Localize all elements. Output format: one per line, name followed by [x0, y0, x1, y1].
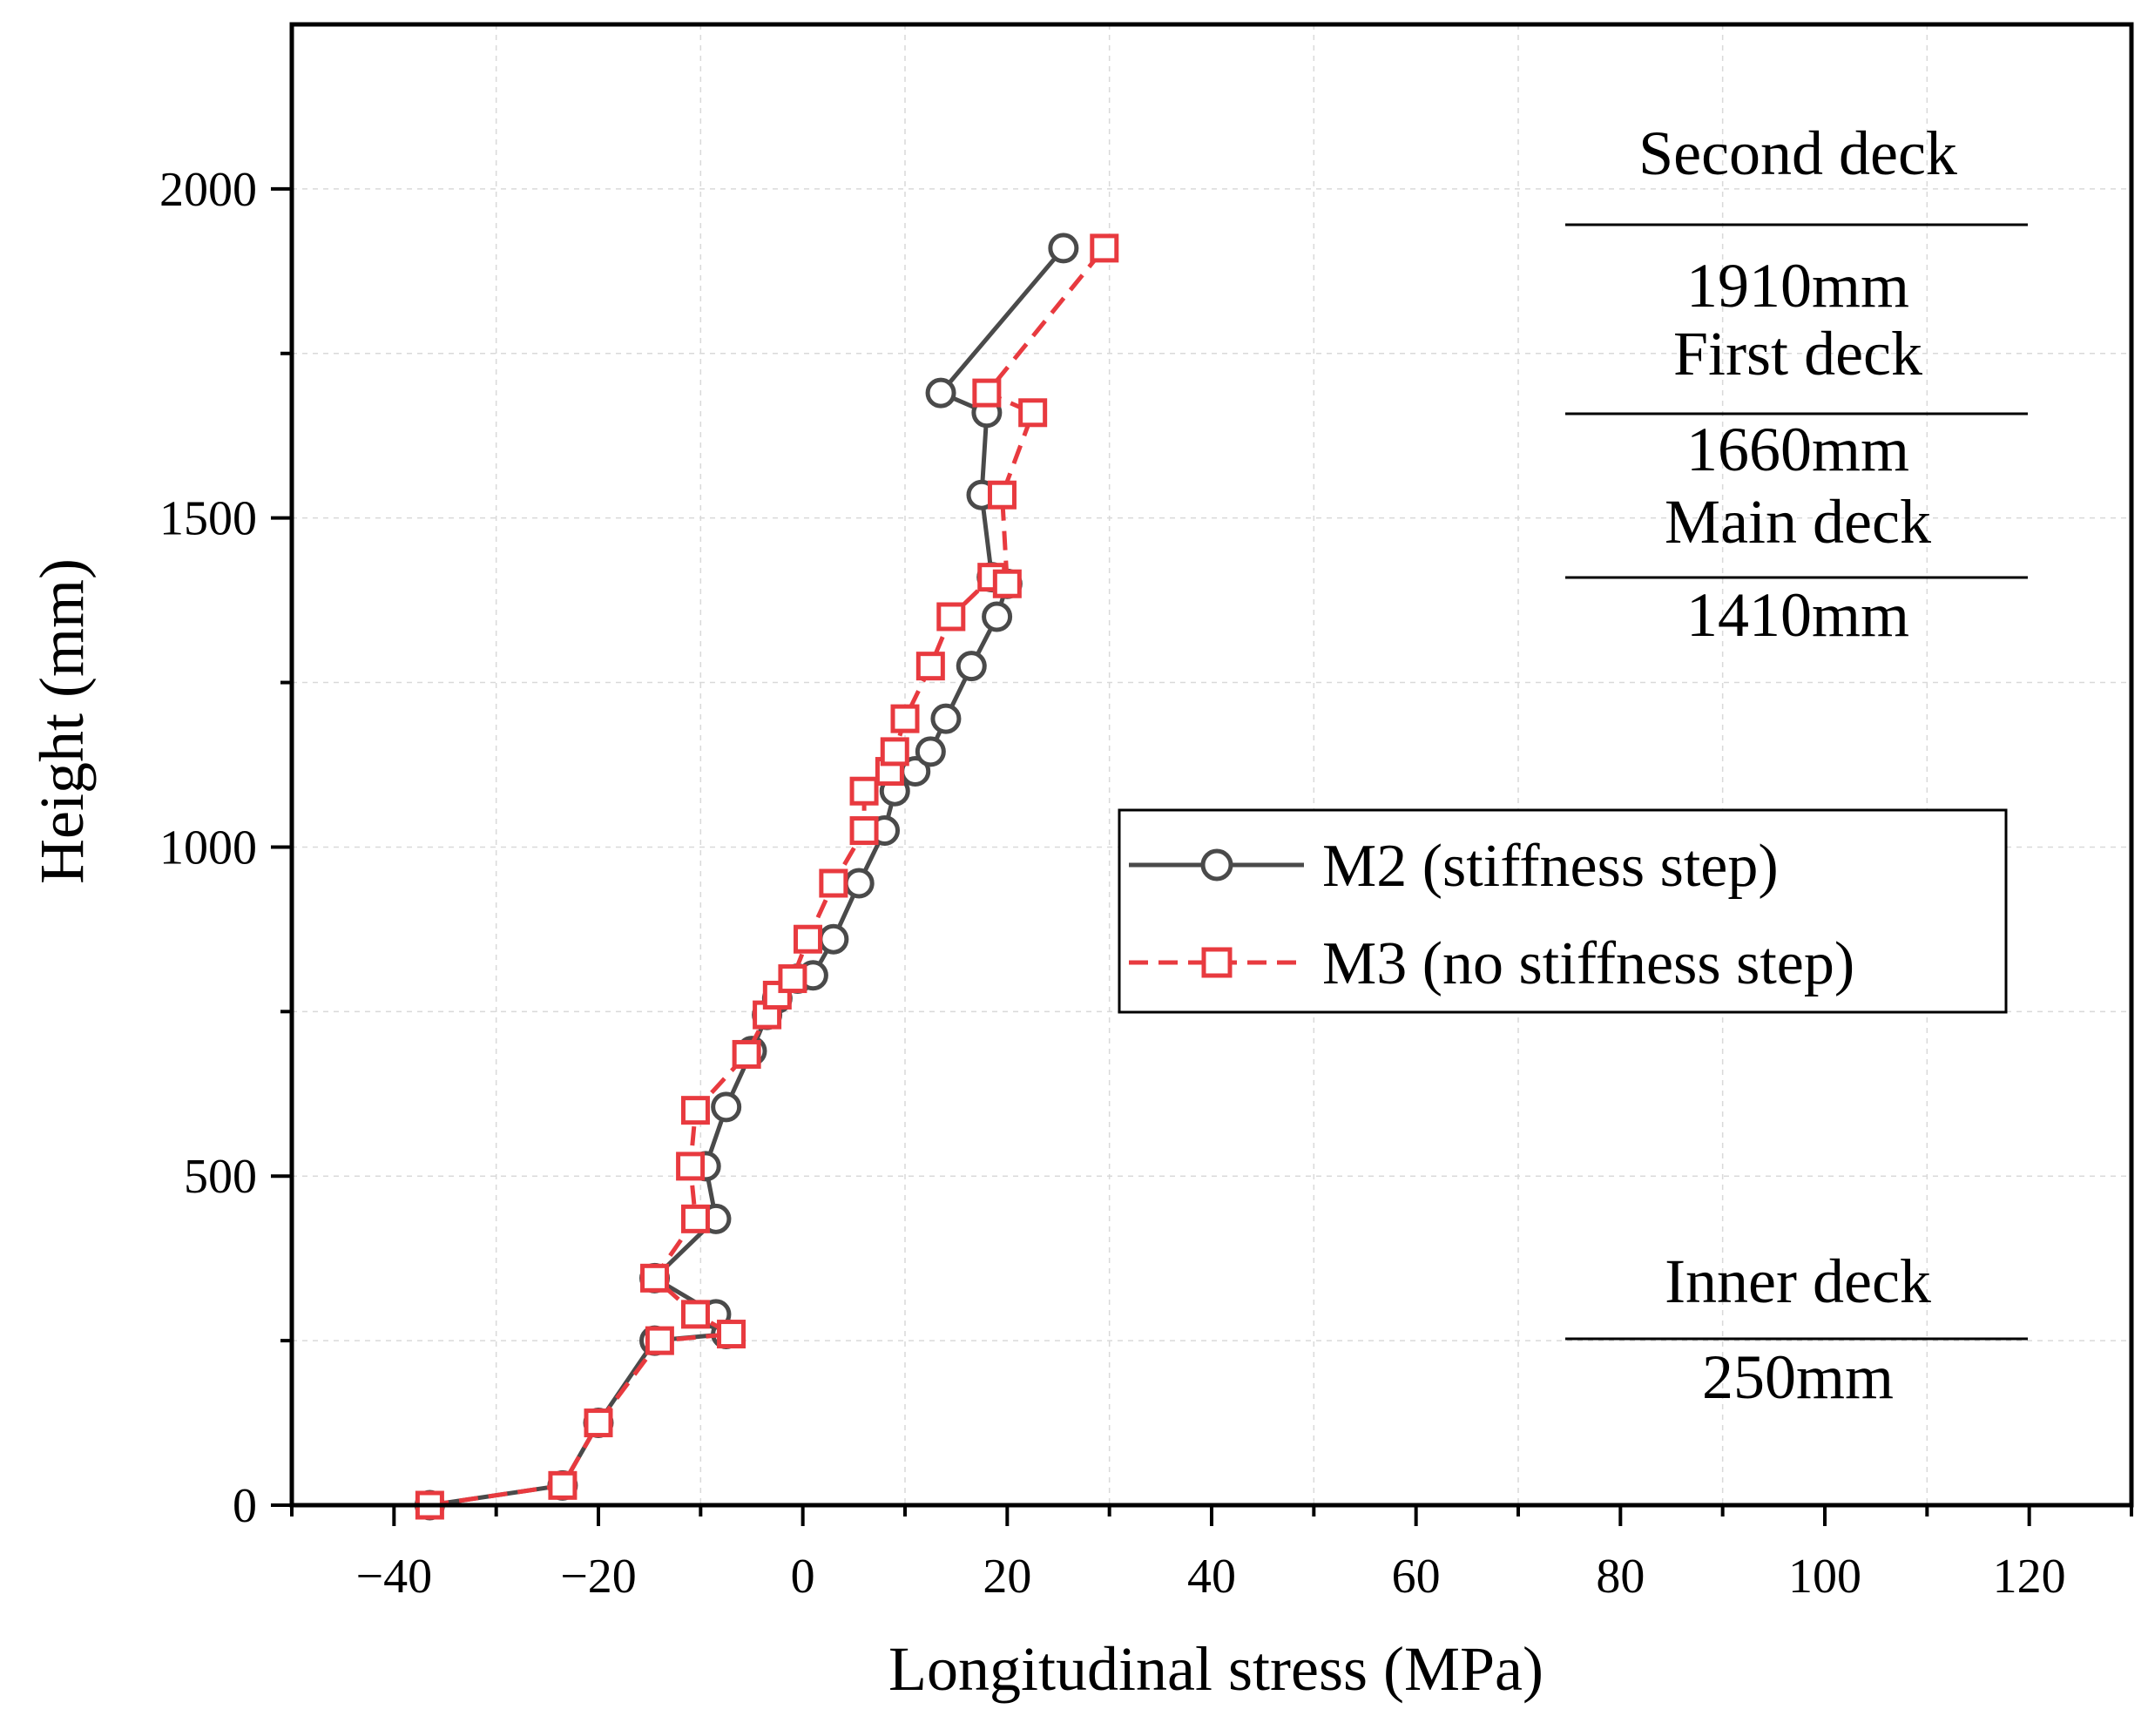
y-tick-label: 500: [184, 1150, 257, 1204]
data-point: [680, 1300, 710, 1329]
annotation-inner-deck-value: 250mm: [1702, 1342, 1894, 1412]
data-point: [915, 736, 946, 767]
data-point: [548, 1470, 578, 1500]
annotation-second-deck-label: Second deck: [1638, 118, 1957, 188]
x-tick-label: 40: [1187, 1550, 1236, 1604]
data-point: [680, 1204, 710, 1233]
data-point: [849, 816, 879, 846]
x-axis-label: Longitudinal stress (MPa): [888, 1634, 1543, 1704]
annotation-inner-deck-label: Inner deck: [1665, 1246, 1931, 1316]
data-point: [778, 964, 807, 994]
data-point: [925, 377, 956, 409]
data-point: [956, 651, 987, 682]
y-tick-label: 1500: [159, 492, 257, 546]
data-point: [645, 1326, 674, 1355]
legend-symbol-m2: [1129, 848, 1304, 882]
axes: −40 −20 0 20 40 60 80 100 120 0 500 1000 1500 2000: [159, 163, 2133, 1604]
legend-marker: [1200, 848, 1233, 882]
data-point: [818, 923, 849, 955]
x-tick-label: 60: [1392, 1550, 1441, 1604]
data-point: [936, 602, 966, 632]
data-point: [890, 704, 920, 733]
annotation-main-deck-value: 1410mm: [1686, 580, 1909, 650]
series-line: [429, 247, 1106, 1508]
y-axis-label: Height (mm): [27, 558, 97, 884]
deck-annotations: Second deck 1910mm First deck 1660mm Mai…: [1565, 118, 2028, 1412]
series-layer: [414, 233, 1119, 1521]
legend-box: [1118, 808, 2008, 1014]
x-tick-label: −40: [356, 1550, 433, 1604]
annotation-main-deck-label: Main deck: [1665, 487, 1931, 557]
series-m3: [415, 233, 1119, 1520]
legend-label-m2: M2 (stiffness step): [1322, 833, 1779, 900]
series-m2: [414, 233, 1079, 1521]
y-tick-label: 0: [233, 1479, 257, 1533]
data-point: [1090, 233, 1119, 263]
x-tick-label: 80: [1596, 1550, 1645, 1604]
data-point: [987, 480, 1017, 510]
annotation-first-deck-label: First deck: [1673, 319, 1922, 388]
data-point: [1018, 398, 1048, 428]
data-point: [982, 601, 1013, 632]
legend-marker: [1201, 947, 1233, 978]
y-tick-label: 2000: [159, 163, 257, 217]
data-point: [794, 924, 823, 954]
x-tick-label: 0: [791, 1550, 815, 1604]
data-point: [640, 1263, 670, 1293]
data-point: [930, 703, 962, 734]
data-point: [880, 737, 909, 767]
data-point: [1048, 233, 1079, 264]
data-point: [676, 1152, 706, 1181]
annotation-first-deck-value: 1660mm: [1686, 415, 1909, 484]
x-tick-label: 100: [1788, 1550, 1861, 1604]
data-point: [843, 868, 875, 899]
legend-symbol-m3: [1129, 947, 1304, 978]
series-line: [429, 247, 1065, 1508]
x-tick-label: −20: [560, 1550, 637, 1604]
data-point: [849, 776, 879, 806]
data-point: [584, 1408, 613, 1438]
legend-label-m3: M3 (no stiffness step): [1322, 930, 1854, 997]
legend: M2 (stiffness step) M3 (no stiffness ste…: [1118, 808, 2008, 1014]
annotation-second-deck-value: 1910mm: [1686, 251, 1909, 321]
data-point: [992, 569, 1022, 598]
data-point: [819, 868, 848, 898]
data-point: [711, 1091, 742, 1123]
x-tick-label: 120: [1993, 1550, 2066, 1604]
y-tick-label: 1000: [159, 821, 257, 875]
x-tick-label: 20: [983, 1550, 1031, 1604]
data-point: [680, 1096, 710, 1125]
data-point: [972, 378, 1002, 408]
data-point: [915, 652, 945, 681]
data-point: [717, 1320, 746, 1349]
data-point: [732, 1039, 761, 1069]
